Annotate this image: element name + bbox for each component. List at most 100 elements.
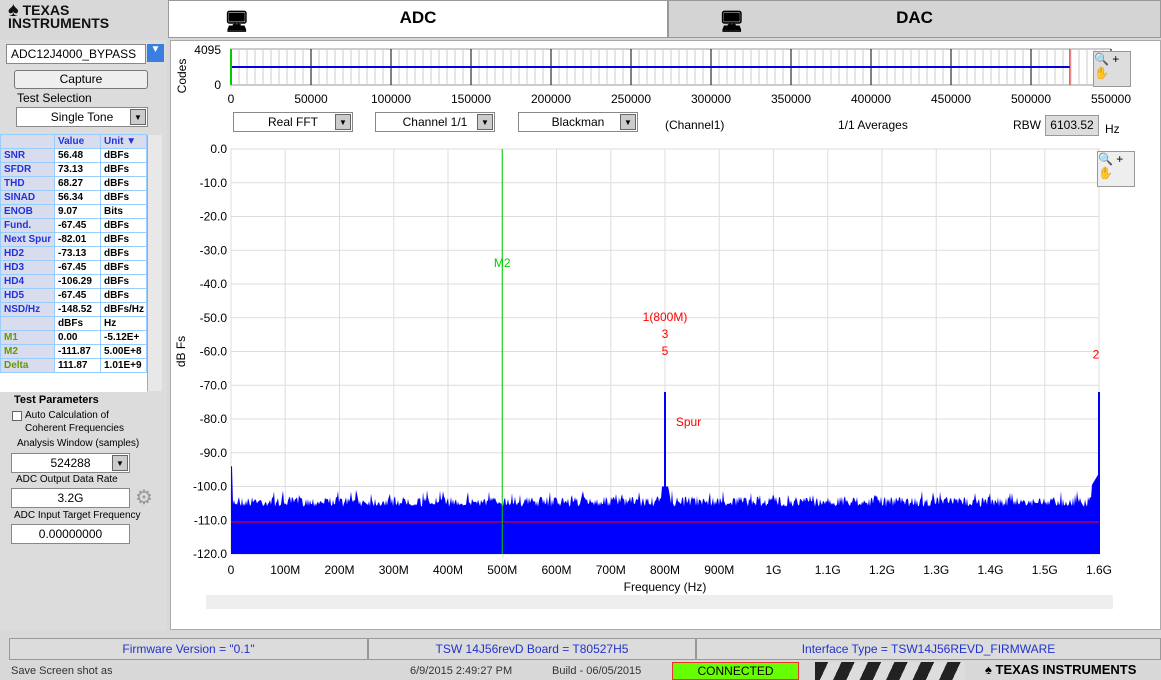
auto-calc-checkbox[interactable] <box>12 411 22 421</box>
fft-zoom-pan-tools[interactable]: 🔍 + ✋ <box>1097 151 1135 187</box>
xtick: 450000 <box>931 92 971 106</box>
metric-unit: dBFs <box>100 232 147 247</box>
metric-value: -82.01 <box>54 232 101 247</box>
device-dropdown-button[interactable]: ▼ <box>147 44 164 62</box>
metric-name <box>0 316 55 331</box>
rbw-label: RBW <box>1013 118 1041 132</box>
metric-value: dBFs <box>54 316 101 331</box>
hand-icon[interactable]: ✋ <box>1094 66 1109 80</box>
metric-name: M2 <box>0 344 55 359</box>
analysis-window-select[interactable]: 524288 ▼ <box>11 453 130 473</box>
analysis-window-label: Analysis Window (samples) <box>17 438 140 449</box>
xtick: 0 <box>228 92 235 106</box>
table-row: THD 68.27 dBFs <box>0 176 147 191</box>
table-row: Next Spur -82.01 dBFs <box>0 232 147 247</box>
table-row: M2 -111.87 5.00E+8 <box>0 344 147 359</box>
metric-name: Next Spur <box>0 232 55 247</box>
ytick: -10.0 <box>200 176 228 190</box>
metric-value: 9.07 <box>54 204 101 219</box>
metric-value: -73.13 <box>54 246 101 261</box>
results-table: Value Unit ▼ SNR 56.48 dBFs SFDR 73.13 dBFs THD 6… <box>0 134 147 392</box>
interface-type: Interface Type = TSW14J56REVD_FIRMWARE <box>696 638 1161 660</box>
metric-unit: dBFs <box>100 246 147 261</box>
xtick: 200000 <box>531 92 571 106</box>
x-axis-label: Frequency (Hz) <box>624 580 707 594</box>
annotation: 2 <box>1093 347 1100 361</box>
zoom-pan-tools[interactable]: 🔍 + ✋ <box>1093 51 1131 87</box>
ytick: 4095 <box>194 43 221 57</box>
metric-name: SFDR <box>0 162 55 177</box>
metric-value: -148.52 <box>54 302 101 317</box>
input-freq-label: ADC Input Target Frequency <box>14 510 141 521</box>
channel-select[interactable]: Channel 1/1 ▼ <box>375 112 495 132</box>
table-row: HD3 -67.45 dBFs <box>0 260 147 275</box>
ytick: -100.0 <box>193 480 227 494</box>
plus-icon[interactable]: + <box>1112 152 1124 166</box>
xtick: 100M <box>270 563 300 577</box>
table-row: SFDR 73.13 dBFs <box>0 162 147 177</box>
metric-value: -67.45 <box>54 260 101 275</box>
device-select[interactable]: ADC12J4000_BYPASS <box>6 44 146 64</box>
metric-value: 111.87 <box>54 358 101 373</box>
test-selection-select[interactable]: Single Tone ▼ <box>16 107 148 127</box>
ytick: -50.0 <box>200 311 228 325</box>
horizontal-scrollbar[interactable] <box>206 595 1113 609</box>
rbw-value: 6103.52 <box>1045 115 1099 136</box>
ytick: 0.0 <box>210 142 227 156</box>
ytick: -90.0 <box>200 446 228 460</box>
metric-name: SNR <box>0 148 55 163</box>
metric-name: Delta <box>0 358 55 373</box>
metric-unit: dBFs <box>100 274 147 289</box>
metric-value: 73.13 <box>54 162 101 177</box>
ytick: -20.0 <box>200 210 228 224</box>
xtick: 400M <box>433 563 463 577</box>
test-selection-label: Test Selection <box>17 91 92 105</box>
annotation: 5 <box>662 344 669 358</box>
xtick: 500000 <box>1011 92 1051 106</box>
hand-icon[interactable]: ✋ <box>1098 166 1113 180</box>
ytick: -80.0 <box>200 412 228 426</box>
busy-indicator <box>815 662 965 680</box>
fft-select[interactable]: Real FFT ▼ <box>233 112 353 132</box>
metric-value: -106.29 <box>54 274 101 289</box>
input-freq-field[interactable]: 0.00000000 <box>11 524 130 544</box>
xtick: 200M <box>324 563 354 577</box>
output-rate-field[interactable]: 3.2G <box>11 488 130 508</box>
capture-button[interactable]: Capture <box>14 70 148 89</box>
xtick: 300000 <box>691 92 731 106</box>
xtick: 1.2G <box>869 563 895 577</box>
pc-board-icon: 🖥 <box>719 11 745 33</box>
build-date: Build - 06/05/2015 <box>552 665 642 677</box>
metric-name: HD4 <box>0 274 55 289</box>
table-scrollbar[interactable] <box>147 135 162 391</box>
main-panel: Codes 4095 0 0 50000 100000 150000 200000 250… <box>170 40 1161 630</box>
window-select[interactable]: Blackman ▼ <box>518 112 638 132</box>
tab-dac[interactable]: 🖥 DAC <box>668 0 1161 38</box>
tab-adc[interactable]: 🖥 ADC <box>168 0 668 38</box>
metric-name: SINAD <box>0 190 55 205</box>
metric-unit: -5.12E+ <box>100 330 147 345</box>
xtick: 400000 <box>851 92 891 106</box>
xtick: 250000 <box>611 92 651 106</box>
plus-icon[interactable]: + <box>1108 52 1120 66</box>
xtick: 300M <box>379 563 409 577</box>
gear-icon[interactable]: ⚙ <box>135 487 153 509</box>
rbw-unit: Hz <box>1105 122 1120 136</box>
marker-label: M2 <box>494 256 511 270</box>
save-screenshot-label[interactable]: Save Screen shot as <box>11 665 113 677</box>
ytick: -40.0 <box>200 277 228 291</box>
xtick: 900M <box>704 563 734 577</box>
zoom-icon[interactable]: 🔍 <box>1098 152 1113 166</box>
metric-unit: 1.01E+9 <box>100 358 147 373</box>
metric-unit: dBFs <box>100 288 147 303</box>
xtick: 0 <box>228 563 235 577</box>
xtick: 800M <box>650 563 680 577</box>
xtick: 100000 <box>371 92 411 106</box>
metric-value: -67.45 <box>54 218 101 233</box>
y-axis-label: dB Fs <box>174 336 188 367</box>
metric-value: 56.48 <box>54 148 101 163</box>
output-rate-label: ADC Output Data Rate <box>16 474 118 485</box>
table-row: SNR 56.48 dBFs <box>0 148 147 163</box>
annotation: 3 <box>662 327 669 341</box>
zoom-icon[interactable]: 🔍 <box>1094 52 1109 66</box>
